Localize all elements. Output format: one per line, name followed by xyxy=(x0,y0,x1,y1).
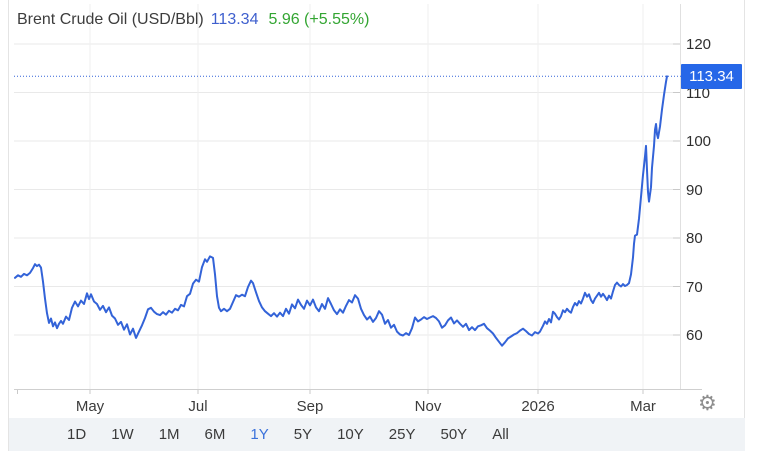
last-price-tag: 113.34 xyxy=(681,63,742,89)
settings-gear-icon[interactable]: ⚙ xyxy=(698,392,717,415)
x-tick-label: Nov xyxy=(414,398,442,415)
y-tick-label: 80 xyxy=(686,230,703,247)
y-tick-label: 70 xyxy=(686,278,703,296)
y-tick-label: 110 xyxy=(686,84,710,102)
x-tick-label: 2026 xyxy=(521,398,555,415)
price-line xyxy=(14,75,668,347)
range-button-50y[interactable]: 50Y xyxy=(440,426,468,443)
range-button-1m[interactable]: 1M xyxy=(158,426,180,443)
price-change: 5.96 (+5.55%) xyxy=(268,11,370,28)
x-tick-label: Mar xyxy=(630,398,656,415)
x-tick-label: Jul xyxy=(188,398,208,415)
x-tick-label: May xyxy=(75,398,105,415)
y-tick-label: 60 xyxy=(686,327,703,344)
x-tick-label: Sep xyxy=(296,398,324,415)
range-button-25y[interactable]: 25Y xyxy=(388,426,416,443)
range-button-1y[interactable]: 1Y xyxy=(250,426,269,443)
range-button-all[interactable]: All xyxy=(492,426,509,443)
range-button-6m[interactable]: 6M xyxy=(204,426,226,443)
chart-title: Brent Crude Oil (USD/Bbl) 113.34 5.96 (+5.… xyxy=(17,11,369,29)
range-toolbar: 1D 1W 1M 6M 1Y 5Y 10Y 25Y 50Y All xyxy=(9,418,745,451)
range-button-1w[interactable]: 1W xyxy=(111,426,134,443)
range-button-10y[interactable]: 10Y xyxy=(337,426,364,443)
y-tick-label: 120 xyxy=(686,36,712,53)
range-button-1d[interactable]: 1D xyxy=(67,426,87,443)
last-price-value: 113.34 xyxy=(210,11,259,28)
y-tick-label: 90 xyxy=(686,181,703,199)
y-tick-label: 100 xyxy=(686,133,712,150)
instrument-name: Brent Crude Oil (USD/Bbl) xyxy=(17,11,204,28)
widget-frame xyxy=(8,0,745,451)
range-button-5y[interactable]: 5Y xyxy=(293,426,313,443)
